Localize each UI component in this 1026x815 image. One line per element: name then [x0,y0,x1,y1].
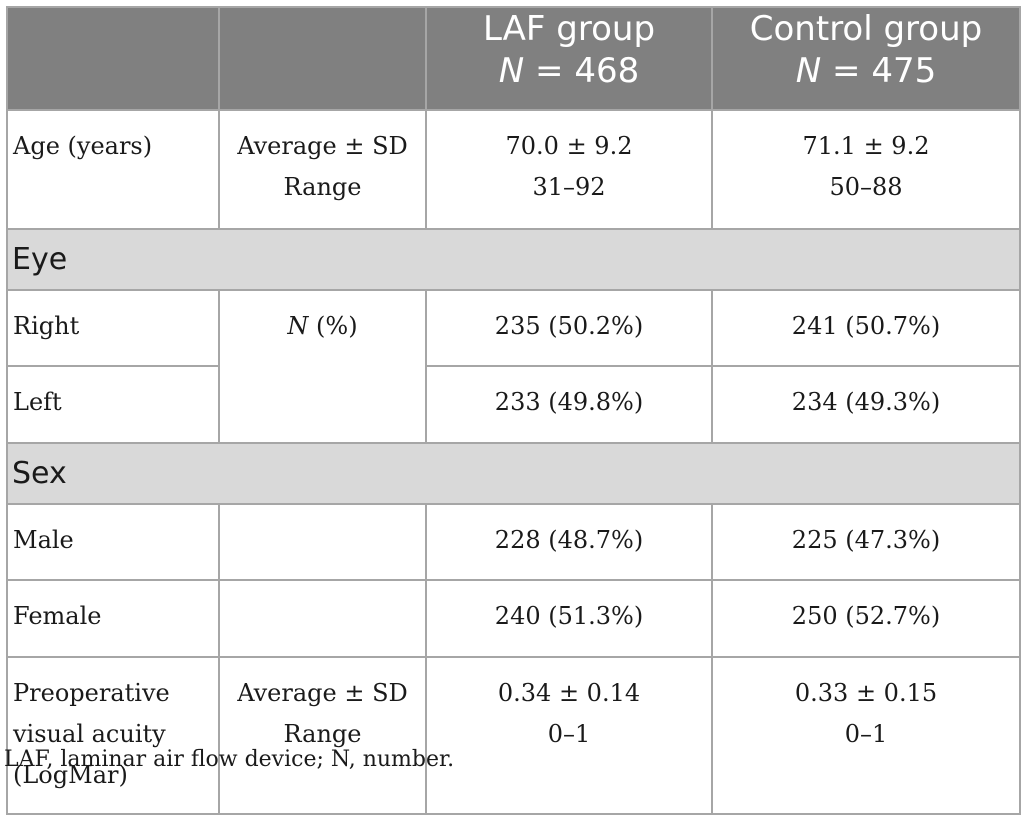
table-row-female: Female 240 (51.3%) 250 (52.7%) [6,579,1021,658]
age-laf: 70.0 ± 9.2 31–92 [425,109,713,230]
preop-control-line2: 0–1 [844,720,888,748]
header-row: LAF group N = 468 Control group N = 475 [6,6,1021,111]
age-control-line1: 71.1 ± 9.2 [802,132,930,160]
preop-stat: Average ± SD Range [218,656,427,815]
header-control-group: Control group N = 475 [711,6,1021,111]
age-label: Age (years) [6,109,220,230]
preop-laf-line1: 0.34 ± 0.14 [497,679,641,707]
age-stat: Average ± SD Range [218,109,427,230]
preop-control: 0.33 ± 0.15 0–1 [711,656,1021,815]
table-footnote: LAF, laminar air flow device; N, number. [4,747,455,772]
section-sex-title: Sex [6,442,1021,505]
preop-control-line1: 0.33 ± 0.15 [794,679,938,707]
age-control-line2: 50–88 [829,173,903,201]
table-row-male: Male 228 (48.7%) 225 (47.3%) [6,503,1021,581]
male-laf: 228 (48.7%) [425,503,713,581]
age-control: 71.1 ± 9.2 50–88 [711,109,1021,230]
age-stat-line2: Range [283,173,362,201]
female-control: 250 (52.7%) [711,579,1021,658]
preop-laf: 0.34 ± 0.14 0–1 [425,656,713,815]
header-control-name: Control group [749,9,983,49]
male-control: 225 (47.3%) [711,503,1021,581]
right-control: 241 (50.7%) [711,289,1021,367]
left-label: Left [6,365,220,444]
header-control-n-label: N [795,51,822,91]
female-laf: 240 (51.3%) [425,579,713,658]
header-empty-2 [218,6,427,111]
eye-stat: N (%) [218,289,427,444]
header-laf-n-value: = 468 [524,51,640,91]
preop-stat-line1: Average ± SD [237,679,408,707]
left-laf: 233 (49.8%) [425,365,713,444]
section-eye-title: Eye [6,228,1021,291]
female-label: Female [6,579,220,658]
eye-stat-pct: (%) [308,312,358,340]
demographics-table: LAF group N = 468 Control group N = 475 … [6,6,1021,815]
age-stat-line1: Average ± SD [237,132,408,160]
table-row-age: Age (years) Average ± SD Range 70.0 ± 9.… [6,109,1021,230]
age-laf-line2: 31–92 [532,173,606,201]
left-control: 234 (49.3%) [711,365,1021,444]
header-laf-n-label: N [498,51,525,91]
preop-label-line2: visual acuity [13,720,166,748]
section-row-eye: Eye [6,228,1021,291]
preop-laf-line2: 0–1 [547,720,591,748]
age-laf-line1: 70.0 ± 9.2 [505,132,633,160]
header-control-n-value: = 475 [821,51,937,91]
female-stat [218,579,427,658]
male-stat [218,503,427,581]
eye-stat-n: N [287,312,309,340]
right-laf: 235 (50.2%) [425,289,713,367]
preop-label-line1: Preoperative [13,679,170,707]
male-label: Male [6,503,220,581]
table-row-left: Left 233 (49.8%) 234 (49.3%) [6,365,1021,444]
table-row-right: Right N (%) 235 (50.2%) 241 (50.7%) [6,289,1021,444]
table-row-preop: Preoperative visual acuity (LogMar) Aver… [6,656,1021,815]
header-empty-1 [6,6,220,111]
section-row-sex: Sex [6,442,1021,505]
preop-stat-line2: Range [283,720,362,748]
header-laf-name: LAF group [482,9,656,49]
right-label: Right [6,289,220,367]
preop-label: Preoperative visual acuity (LogMar) [6,656,220,815]
header-laf-group: LAF group N = 468 [425,6,713,111]
